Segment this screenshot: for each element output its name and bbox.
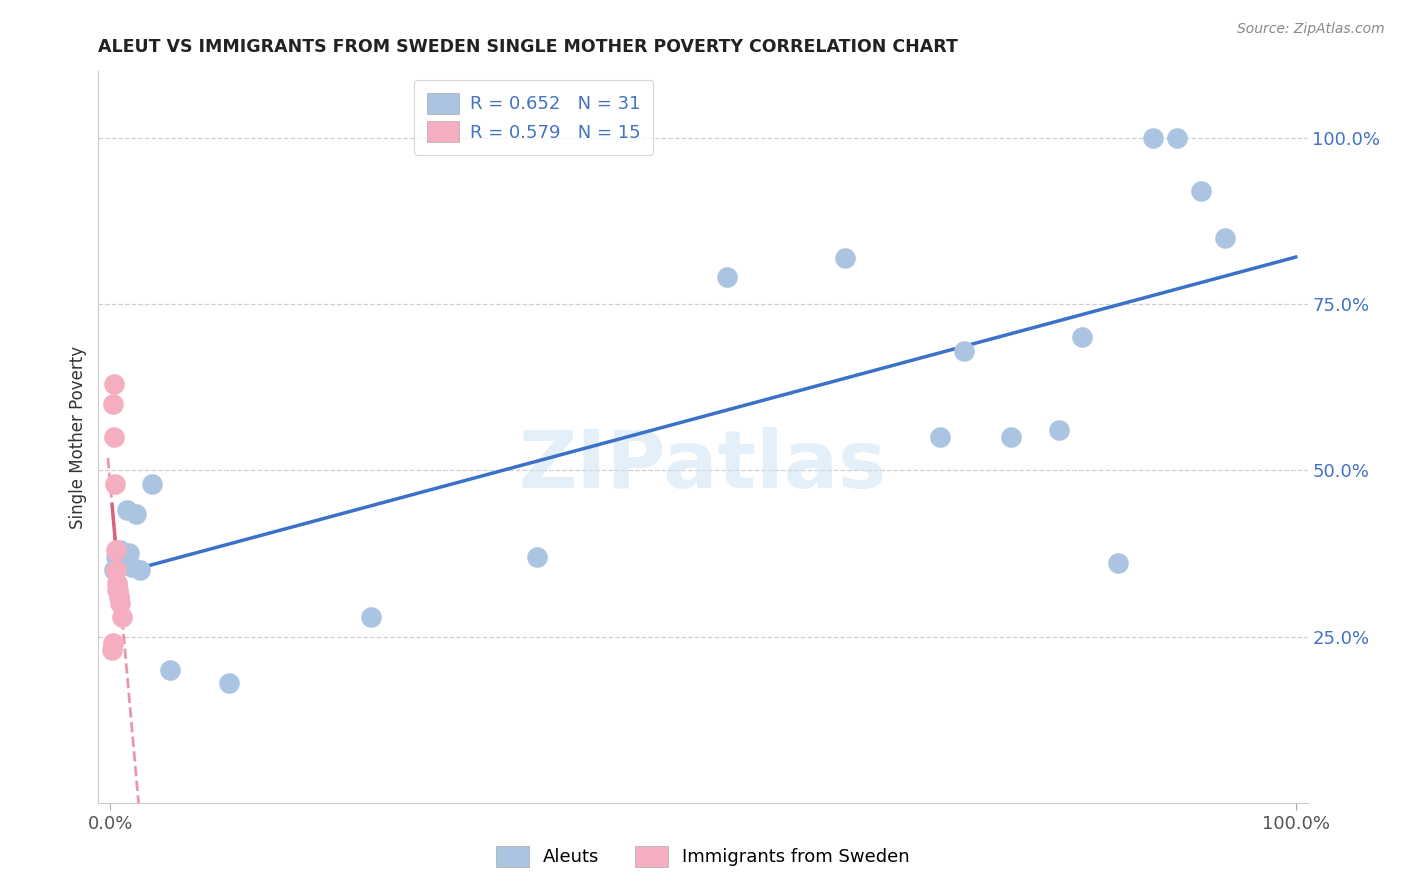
Point [103,376,125,391]
Point [107,590,129,604]
Point [114,557,136,571]
Point [104,476,127,491]
Point [834,251,856,265]
Point [125,507,148,521]
Legend: Aleuts, Immigrants from Sweden: Aleuts, Immigrants from Sweden [489,838,917,874]
Point [360,609,382,624]
Text: ZIPatlas: ZIPatlas [519,427,887,506]
Legend: R = 0.652   N = 31, R = 0.579   N = 15: R = 0.652 N = 31, R = 0.579 N = 15 [415,80,654,154]
Point [1213,230,1236,244]
Point [118,546,141,560]
Point [1166,131,1188,145]
Point [1107,557,1129,571]
Point [105,582,128,597]
Point [141,476,163,491]
Point [1142,131,1164,145]
Point [1047,424,1070,438]
Point [121,559,143,574]
Point [103,397,125,411]
Point [112,549,135,564]
Point [103,563,125,577]
Point [218,676,240,690]
Point [129,563,152,577]
Point [104,543,127,558]
Point [1000,430,1022,444]
Point [103,430,125,444]
Point [110,596,132,610]
Point [526,549,548,564]
Text: Source: ZipAtlas.com: Source: ZipAtlas.com [1237,22,1385,37]
Point [107,546,129,560]
Point [1189,184,1212,198]
Point [111,553,134,567]
Point [108,590,131,604]
Point [105,549,128,564]
Point [110,557,132,571]
Point [111,609,134,624]
Point [107,582,129,597]
Point [101,643,124,657]
Text: ALEUT VS IMMIGRANTS FROM SWEDEN SINGLE MOTHER POVERTY CORRELATION CHART: ALEUT VS IMMIGRANTS FROM SWEDEN SINGLE M… [98,38,959,56]
Point [716,270,738,285]
Point [108,543,131,558]
Point [115,503,138,517]
Point [105,563,128,577]
Point [929,430,952,444]
Point [105,576,128,591]
Point [105,549,128,564]
Y-axis label: Single Mother Poverty: Single Mother Poverty [69,345,87,529]
Point [952,343,974,358]
Point [101,636,124,650]
Point [1071,330,1094,344]
Point [159,663,181,677]
